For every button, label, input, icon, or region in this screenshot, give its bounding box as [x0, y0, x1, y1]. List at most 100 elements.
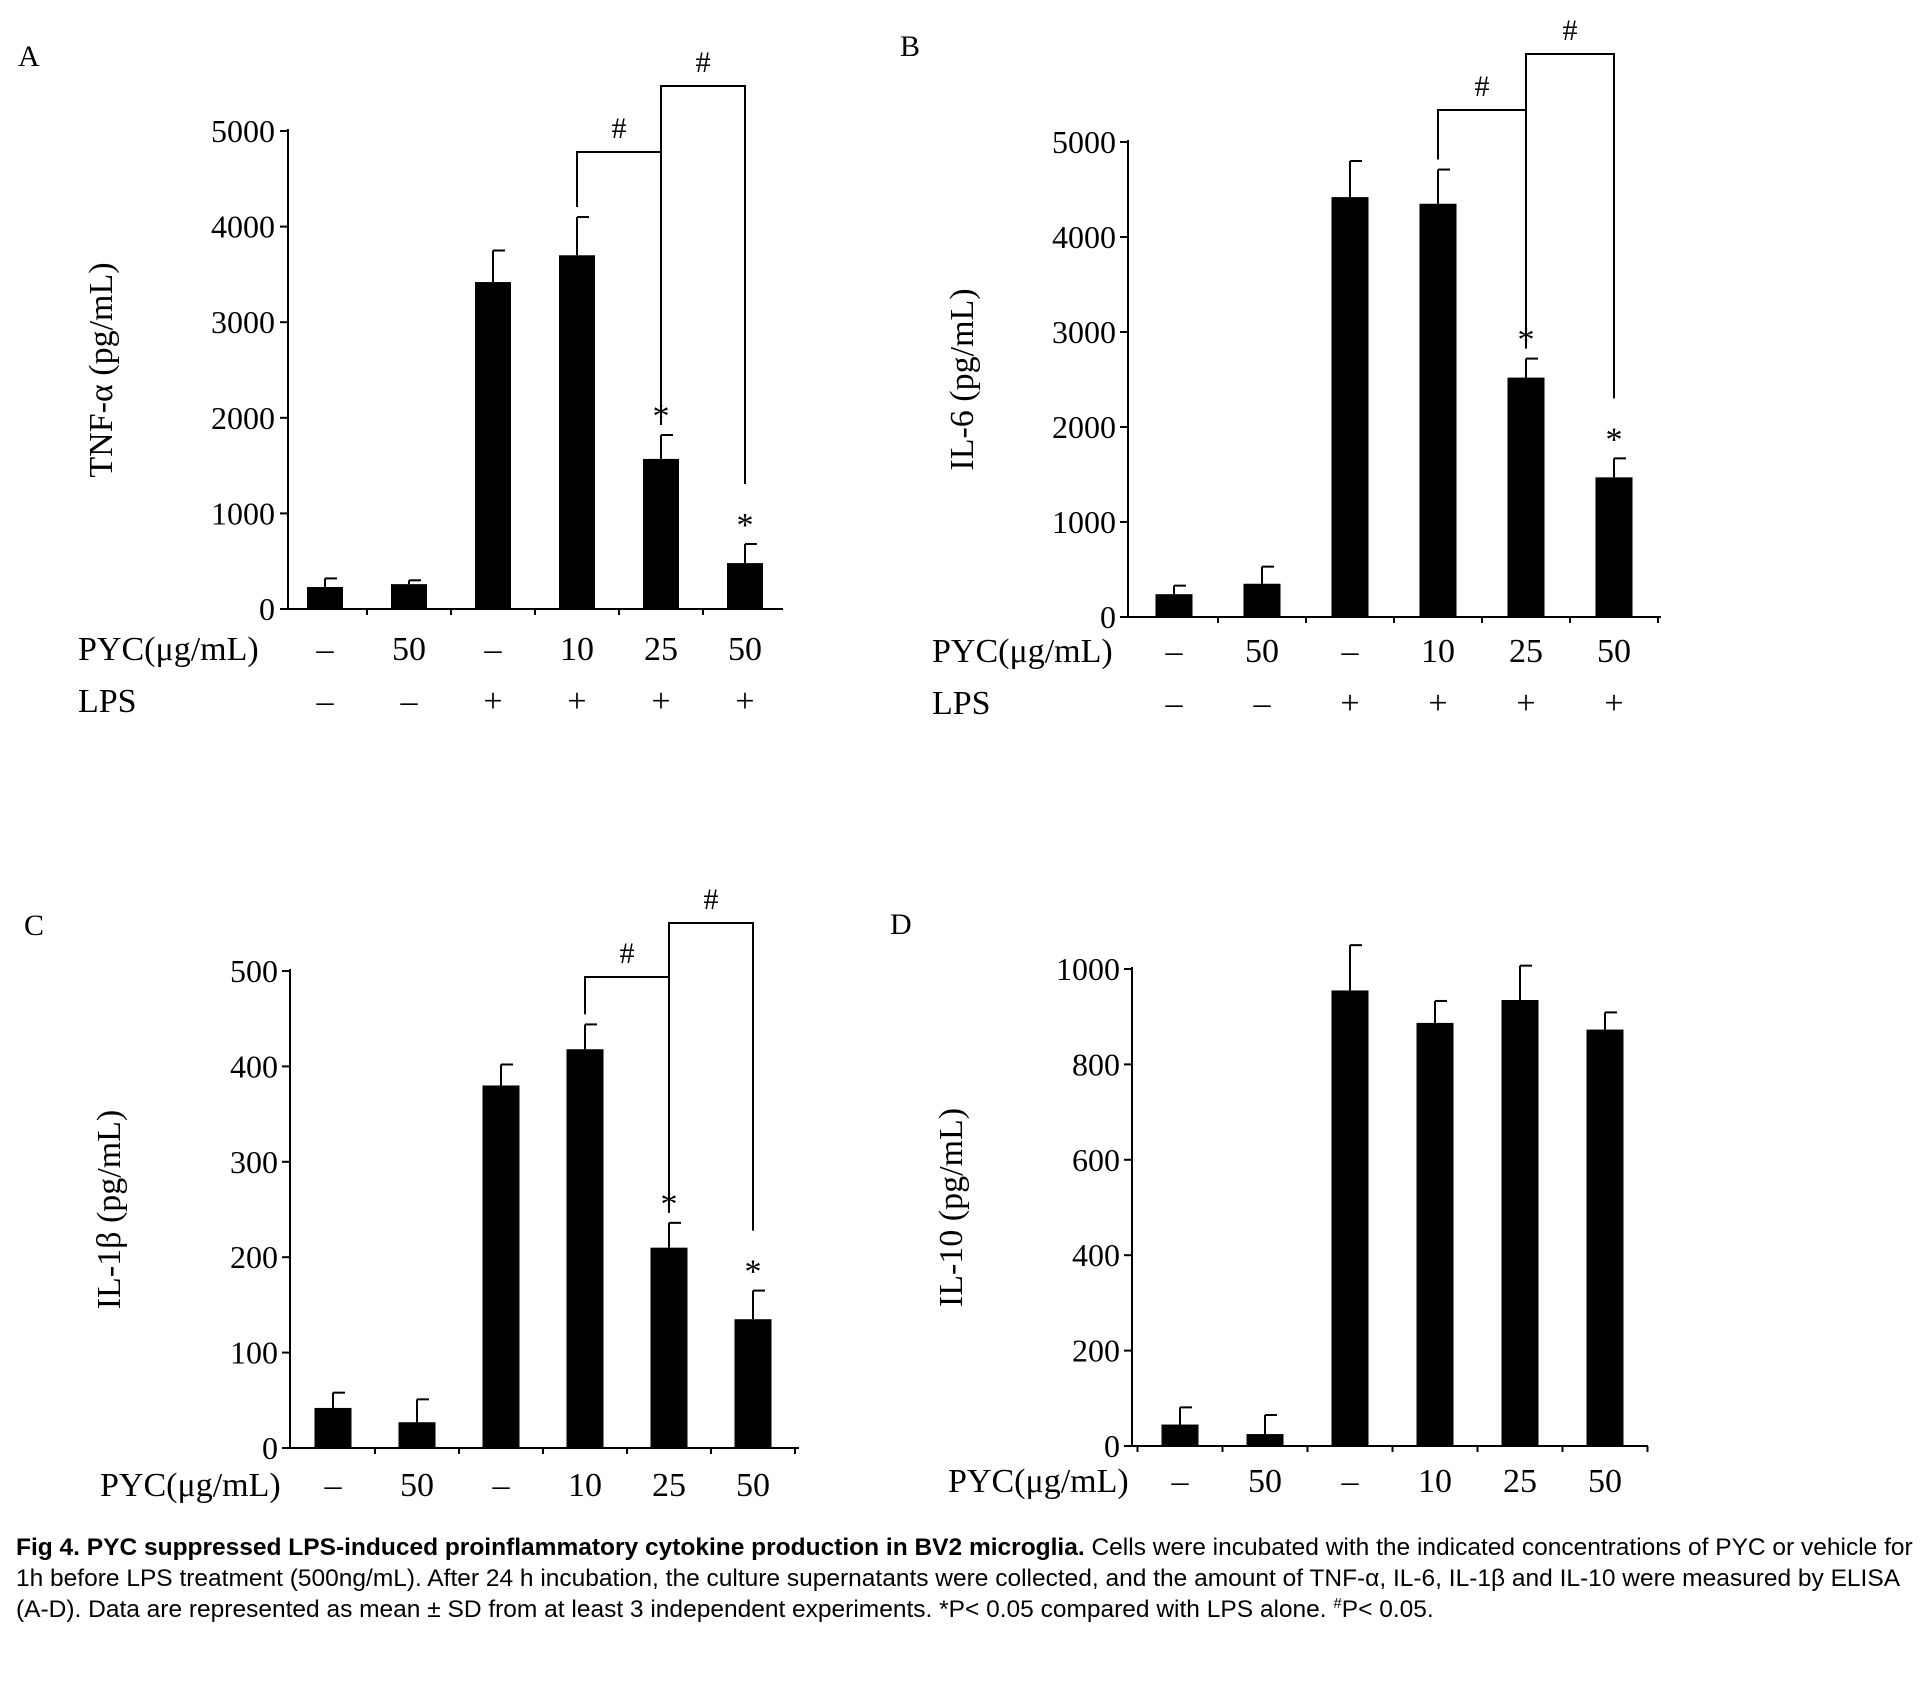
- bar: [1331, 990, 1369, 1446]
- pyc-dose-label: 50: [392, 631, 426, 668]
- bar: [1507, 377, 1545, 617]
- y-tick-label: 400: [230, 1048, 278, 1084]
- y-tick-label: 2000: [211, 400, 275, 436]
- panel-letter: A: [18, 40, 40, 73]
- pyc-dose-label: –: [492, 1467, 511, 1504]
- significance-hash: #: [612, 112, 627, 145]
- bar: [1501, 1000, 1539, 1446]
- lps-sign-label: +: [1510, 1517, 1529, 1520]
- y-tick-label: 0: [1104, 1428, 1120, 1464]
- lps-row-label: LPS: [932, 685, 991, 722]
- bar: [391, 584, 427, 609]
- y-tick-label: 2000: [1052, 409, 1116, 445]
- bar: [727, 563, 763, 609]
- significance-bracket: [1525, 53, 1615, 399]
- y-axis-title: IL-1β (pg/mL): [91, 1110, 128, 1310]
- lps-sign-label: +: [1604, 685, 1623, 722]
- y-tick-label: 100: [230, 1335, 278, 1371]
- y-tick-label: 0: [1100, 599, 1116, 635]
- y-tick-label: 0: [262, 1430, 278, 1466]
- y-axis-title: IL-6 (pg/mL): [944, 288, 981, 470]
- pyc-dose-label: 10: [560, 631, 594, 668]
- significance-hash: #: [620, 937, 635, 970]
- y-tick-label: 0: [259, 591, 275, 627]
- pyc-dose-label: 50: [736, 1467, 770, 1504]
- significance-star: *: [745, 1254, 762, 1291]
- panel-letter: B: [900, 30, 920, 63]
- y-tick-label: 5000: [1052, 124, 1116, 160]
- significance-bracket: [668, 922, 754, 1231]
- y-tick-label: 600: [1072, 1142, 1120, 1178]
- lps-sign-label: +: [1340, 1517, 1359, 1520]
- significance-hash: #: [1475, 70, 1490, 103]
- y-tick-label: 500: [230, 953, 278, 989]
- pyc-dose-label: 50: [1248, 1463, 1282, 1500]
- bar: [643, 458, 679, 609]
- y-tick-label: 200: [230, 1239, 278, 1275]
- lps-sign-label: +: [651, 683, 670, 720]
- bar: [650, 1247, 688, 1448]
- lps-sign-label: +: [1516, 685, 1535, 722]
- pyc-dose-label: –: [316, 631, 335, 668]
- lps-sign-label: +: [1340, 685, 1359, 722]
- pyc-dose-label: –: [1341, 1463, 1360, 1500]
- pyc-dose-label: 10: [568, 1467, 602, 1504]
- pyc-row-label: PYC(μg/mL): [100, 1467, 281, 1504]
- y-tick-label: 4000: [211, 209, 275, 245]
- bar: [1161, 1424, 1199, 1446]
- pyc-dose-label: –: [1341, 633, 1360, 670]
- pyc-row-label: PYC(μg/mL): [932, 633, 1113, 670]
- bar: [475, 282, 511, 609]
- pyc-dose-label: 50: [728, 631, 762, 668]
- caption-footnote-text: P< 0.05.: [1341, 1596, 1434, 1623]
- pyc-dose-label: –: [484, 631, 503, 668]
- significance-star: *: [1606, 421, 1623, 458]
- y-tick-label: 1000: [211, 495, 275, 531]
- pyc-dose-label: –: [324, 1467, 343, 1504]
- lps-sign-label: –: [1253, 685, 1272, 722]
- y-tick-label: 800: [1072, 1046, 1120, 1082]
- bar: [398, 1422, 436, 1448]
- lps-sign-label: –: [1171, 1517, 1190, 1520]
- lps-sign-label: –: [1256, 1517, 1275, 1520]
- bar: [1155, 594, 1193, 617]
- significance-hash: #: [704, 883, 719, 916]
- pyc-dose-label: 50: [400, 1467, 434, 1504]
- pyc-dose-label: 50: [1588, 1463, 1622, 1500]
- significance-star: *: [737, 507, 754, 544]
- bar: [1246, 1434, 1284, 1446]
- pyc-row-label: PYC(μg/mL): [78, 631, 259, 668]
- pyc-dose-label: 10: [1421, 633, 1455, 670]
- caption-footnote-mark: #: [1333, 1594, 1342, 1612]
- y-axis-title: IL-10 (pg/mL): [933, 1108, 970, 1307]
- bar: [1586, 1029, 1624, 1446]
- panel-letter: D: [890, 908, 912, 941]
- y-tick-label: 1000: [1056, 951, 1120, 987]
- y-tick-label: 3000: [211, 304, 275, 340]
- pyc-dose-label: –: [1165, 633, 1184, 670]
- lps-sign-label: +: [735, 683, 754, 720]
- bar: [1595, 477, 1633, 617]
- caption-title: PYC suppressed LPS-induced proinflammato…: [86, 1534, 1085, 1561]
- lps-sign-label: +: [1428, 685, 1447, 722]
- y-tick-label: 4000: [1052, 219, 1116, 255]
- y-tick-label: 1000: [1052, 504, 1116, 540]
- bar: [1243, 583, 1281, 617]
- caption-fig-label: Fig 4.: [16, 1534, 80, 1561]
- bar: [566, 1049, 604, 1448]
- y-tick-label: 200: [1072, 1333, 1120, 1369]
- caption-body: Cells were incubated with the indicated …: [16, 1534, 1913, 1623]
- lps-sign-label: –: [400, 683, 419, 720]
- y-tick-label: 3000: [1052, 314, 1116, 350]
- lps-sign-label: –: [316, 683, 335, 720]
- bar: [307, 587, 343, 609]
- pyc-dose-label: 25: [652, 1467, 686, 1504]
- figure-caption: Fig 4. PYC suppressed LPS-induced proinf…: [16, 1532, 1916, 1625]
- lps-sign-label: +: [1425, 1517, 1444, 1520]
- pyc-dose-label: 25: [644, 631, 678, 668]
- bar: [1416, 1022, 1454, 1446]
